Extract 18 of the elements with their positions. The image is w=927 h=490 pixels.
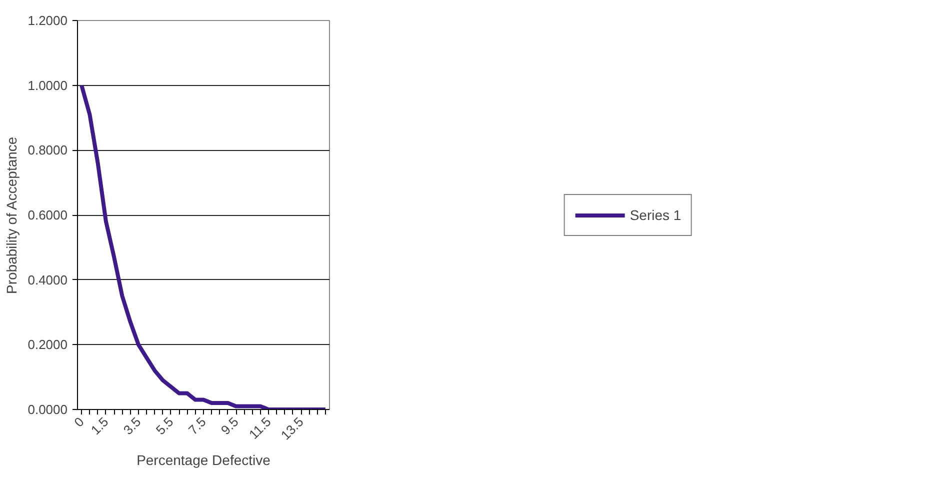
y-tick-label: 0.6000 [28,208,68,222]
y-tick-label: 0.0000 [28,402,68,417]
x-tick-label: 5.5 [152,414,176,438]
x-tick-label: 7.5 [185,414,209,438]
y-tick-label: 1.0000 [28,78,68,93]
x-tick-label: 1.5 [88,414,112,438]
y-tick-label: 0.2000 [28,337,68,352]
y-tick-label: 0.4000 [28,272,68,288]
x-tick-label: 3.5 [120,414,144,438]
line-series [80,83,328,410]
x-axis-title: Percentage Defective [136,452,271,468]
x-tick-label: 9.5 [218,414,242,438]
x-tick-label: 11.5 [246,414,274,442]
legend-label: Series 1 [630,206,682,222]
y-tick-label: 0.8000 [28,142,68,158]
y-axis-title: Probability of Acceptance [4,136,20,294]
y-tick-label: 1.2000 [28,13,68,28]
x-tick-label: 0 [71,414,87,430]
